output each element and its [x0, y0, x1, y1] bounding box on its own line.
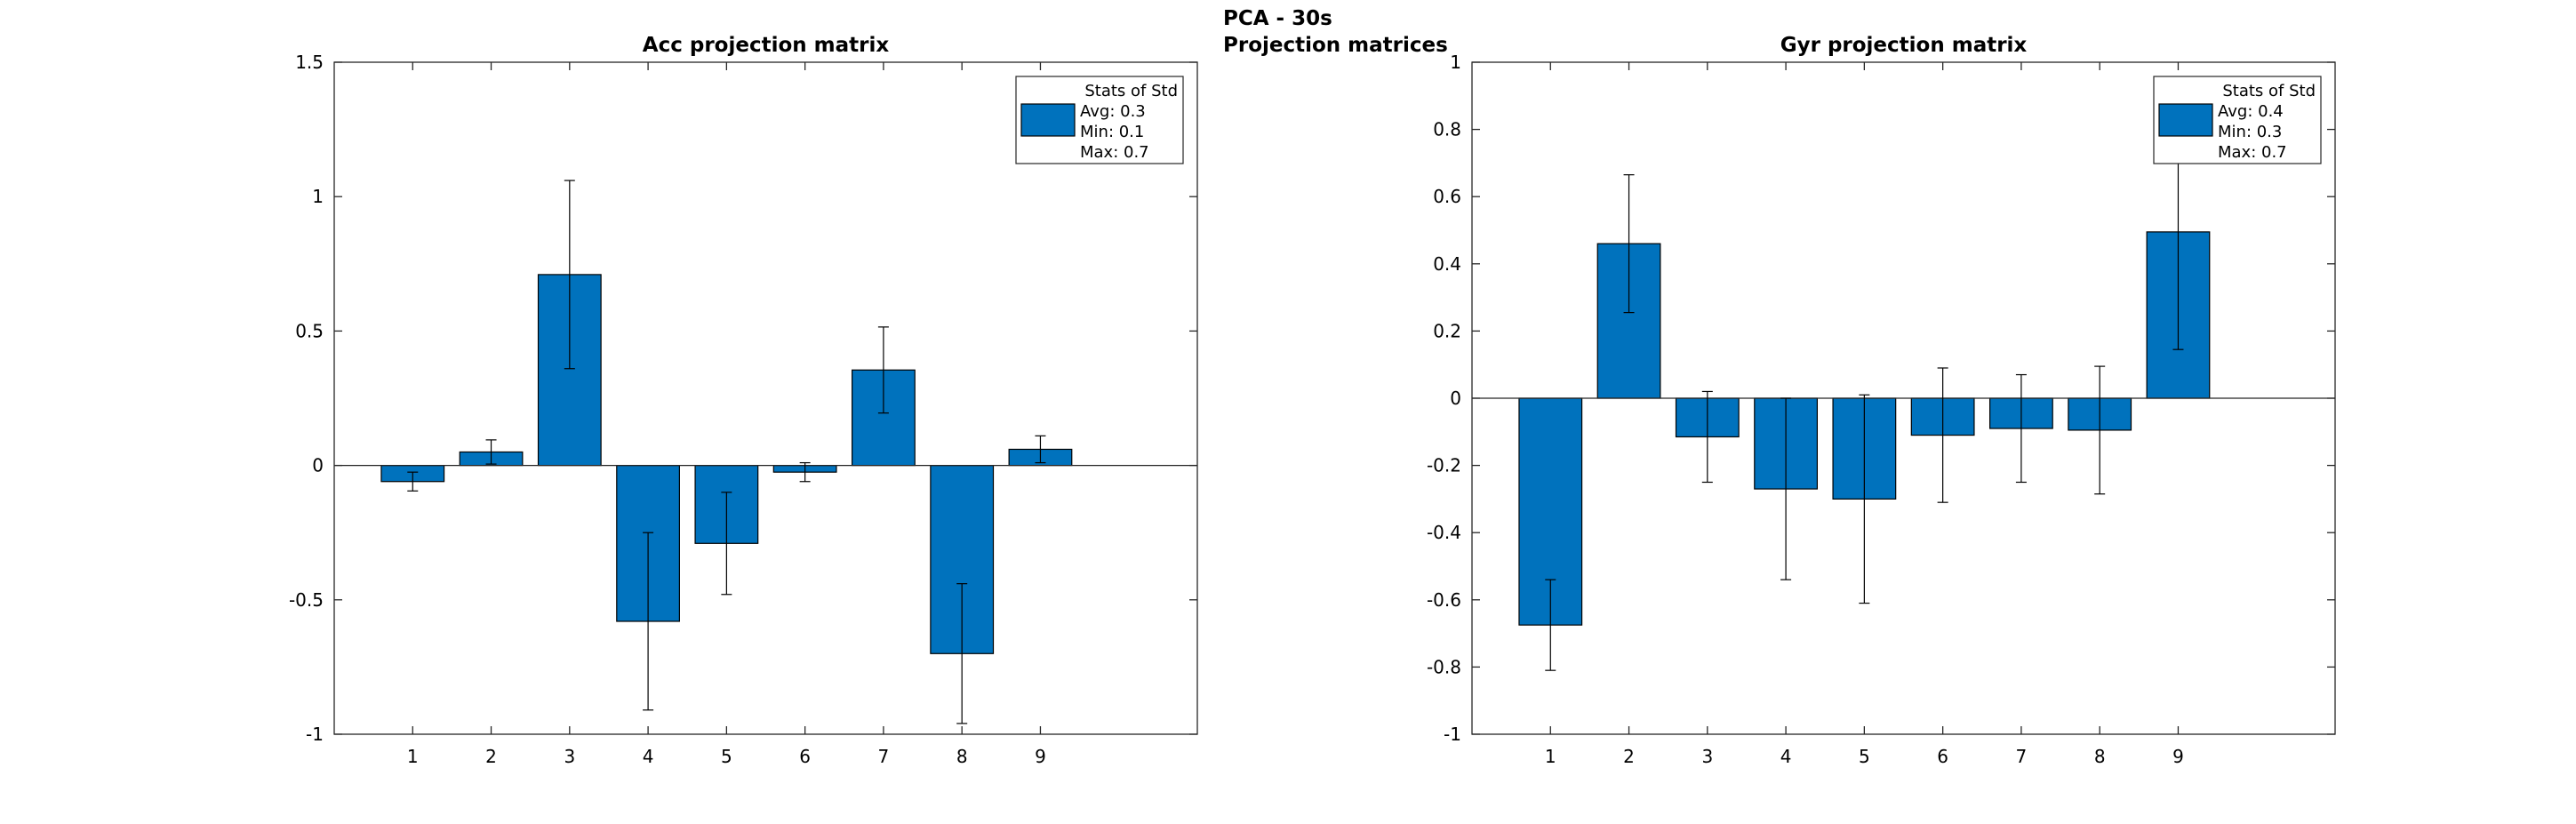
legend-line-2: Avg: 0.4 [2218, 102, 2284, 121]
legend-line-2: Avg: 0.3 [1080, 102, 1146, 121]
chart-2-ytick-label: -0.4 [1427, 522, 1461, 543]
chart-2-legend: Stats of Std Avg: 0.4 Min: 0.3 Max: 0.7 [2153, 76, 2322, 164]
chart-1-error-bar-1 [407, 471, 419, 492]
chart-1-legend: Stats of Std Avg: 0.3 Min: 0.1 Max: 0.7 [1015, 76, 1184, 164]
chart-2-ytick-label: 1 [1450, 52, 1461, 73]
chart-1-panel: -1 -0.5 0 0.5 1 1.5 1 2 3 4 5 6 7 8 9 Acc projection ma… [289, 34, 1198, 767]
chart-2-xtick-label: 7 [2016, 746, 2028, 767]
legend-line-4: Max: 0.7 [1080, 143, 1149, 162]
chart-2-error-bar-2 [1623, 174, 1635, 314]
chart-1-error-bar-5 [721, 492, 732, 596]
legend-swatch [2158, 103, 2213, 137]
legend-swatch [1020, 103, 1076, 137]
legend-line-3: Min: 0.3 [2218, 123, 2282, 141]
chart-2-ytick-label: 0.8 [1433, 119, 1461, 140]
chart-1-xtick-label: 9 [1035, 746, 1046, 767]
chart-2-xtick-label: 8 [2094, 746, 2106, 767]
chart-2-xtick-label: 1 [1545, 746, 1556, 767]
chart-1-error-bar-2 [485, 439, 497, 465]
chart-2-error-bar-4 [1780, 397, 1792, 580]
chart-2-error-bar-7 [2015, 373, 2027, 484]
chart-2-xtick-label: 4 [1780, 746, 1792, 767]
legend-line-4: Max: 0.7 [2218, 143, 2287, 162]
chart-1-ytick-label: 1.5 [295, 52, 324, 73]
chart-2-xtick-label: 9 [2172, 746, 2184, 767]
figure-title-line-2: Projection matrices [1223, 34, 1448, 57]
chart-1-ytick-label: 1 [312, 186, 324, 207]
chart-2-error-bar-6 [1937, 367, 1948, 503]
chart-2-title: Gyr projection matrix [1780, 34, 2028, 57]
chart-2-error-bar-8 [2094, 365, 2106, 495]
chart-1-ytick-label: 0 [312, 455, 324, 476]
chart-2-ytick-label: -0.8 [1427, 656, 1461, 677]
chart-1-title: Acc projection matrix [643, 34, 890, 57]
chart-2-panel: -1 -0.8 -0.6 -0.4 -0.2 0 0.2 0.4 0.6 0.8 1 1 2 3 4 5 6 7 8… [1427, 34, 2336, 767]
chart-1-error-bar-4 [643, 532, 654, 711]
chart-2-ytick-label: 0.2 [1433, 320, 1461, 341]
chart-2-ytick-label: 0 [1450, 388, 1461, 409]
chart-1-ytick-label: -1 [306, 724, 324, 745]
chart-1-ytick-label: 0.5 [295, 320, 324, 341]
chart-2-xtick-label: 2 [1623, 746, 1635, 767]
chart-2-xtick-label: 3 [1701, 746, 1713, 767]
chart-2-ytick-label: 0.4 [1433, 253, 1461, 275]
chart-2-error-bar-5 [1859, 394, 1870, 604]
chart-1-xtick-label: 7 [878, 746, 890, 767]
legend-line-1: Stats of Std [2222, 82, 2316, 100]
legend-line-3: Min: 0.1 [1080, 123, 1144, 141]
chart-1-error-bar-6 [799, 461, 811, 483]
chart-1-error-bar-8 [956, 583, 968, 724]
chart-2-ytick-label: 0.6 [1433, 186, 1461, 207]
chart-1-xtick-label: 3 [564, 746, 575, 767]
chart-1-axes-box [333, 61, 1198, 735]
chart-1-error-bar-3 [564, 180, 575, 370]
chart-2-error-bar-3 [1701, 390, 1713, 484]
chart-2-ytick-label: -1 [1444, 724, 1461, 745]
chart-2-ytick-label: -0.6 [1427, 589, 1461, 611]
legend-line-1: Stats of Std [1084, 82, 1178, 100]
chart-1-xtick-label: 8 [956, 746, 968, 767]
chart-1-xtick-label: 1 [407, 746, 419, 767]
chart-1-error-bar-7 [877, 326, 889, 414]
chart-2-xtick-label: 5 [1859, 746, 1870, 767]
chart-1-xtick-label: 6 [799, 746, 811, 767]
chart-1-xtick-label: 5 [721, 746, 732, 767]
chart-1-xtick-label: 4 [643, 746, 654, 767]
chart-1-xtick-label: 2 [485, 746, 497, 767]
chart-2-xtick-label: 6 [1937, 746, 1948, 767]
chart-1-error-bar-9 [1035, 435, 1046, 464]
chart-1-ytick-label: -0.5 [289, 589, 324, 611]
chart-2-ytick-label: -0.2 [1427, 455, 1461, 476]
figure-title-line-1: PCA - 30s [1223, 7, 1332, 30]
chart-2-error-bar-1 [1545, 579, 1556, 671]
